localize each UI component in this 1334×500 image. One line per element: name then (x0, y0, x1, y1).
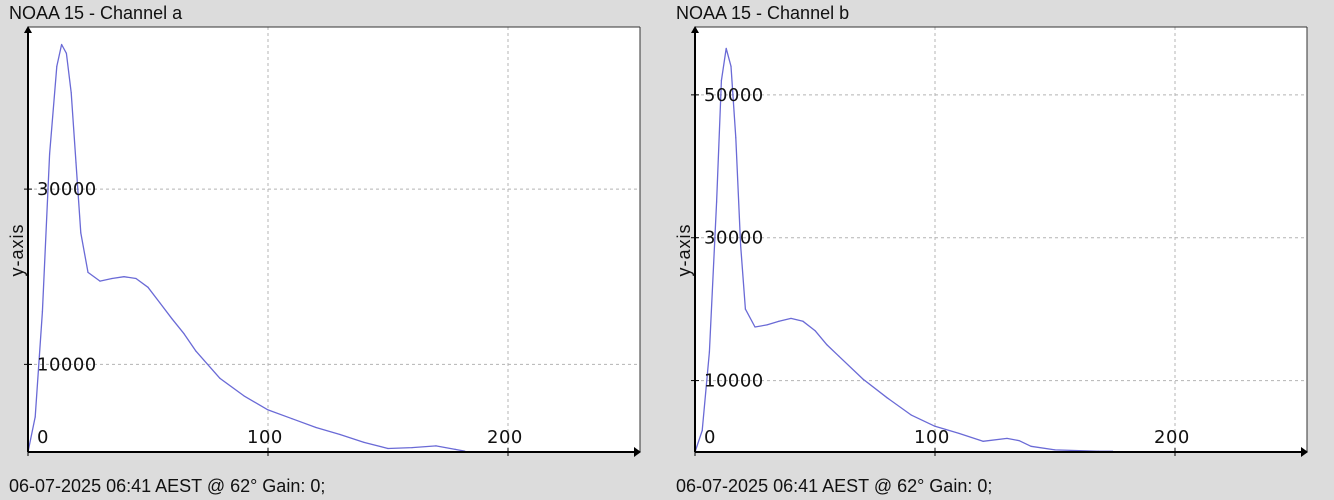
data-point (1078, 449, 1080, 452)
data-point (910, 414, 912, 416)
chart-plot-channel-b: 0 100 200 10000 30000 50000 y-axis (674, 26, 1308, 457)
data-point (744, 308, 746, 310)
data-point (716, 201, 718, 203)
data-point (315, 426, 317, 429)
plot-background (28, 27, 640, 452)
data-point (720, 79, 722, 82)
series-line (27, 43, 465, 453)
data-point (41, 311, 44, 313)
data-point (886, 397, 888, 399)
chart-panel-channel-a: NOAA 15 - Channel a 0 100 200 10000 30000 y-a… (0, 0, 660, 500)
x-tick-label: 200 (487, 427, 523, 448)
capture-info-footer: 06-07-2025 06:41 AEST @ 62° Gain: 0; (676, 476, 993, 496)
data-point (708, 351, 710, 353)
x-tick-label: 0 (37, 427, 49, 448)
data-point (363, 441, 365, 443)
data-point (814, 329, 816, 332)
data-point (730, 65, 732, 67)
x-tick-label: 100 (914, 427, 950, 448)
data-point (183, 333, 185, 335)
data-point (982, 440, 984, 442)
data-point (838, 355, 840, 357)
y-axis-label: y-axis (674, 223, 694, 276)
data-point (934, 425, 936, 427)
data-point (49, 153, 51, 155)
y-tick-label: 10000 (37, 354, 97, 375)
data-point (387, 447, 389, 450)
y-axis-arrow (24, 26, 32, 33)
data-point (862, 378, 864, 380)
y-tick-label: 30000 (704, 228, 764, 249)
data-point (790, 317, 792, 320)
data-point (740, 244, 742, 246)
data-point (802, 320, 804, 322)
capture-info-footer: 06-07-2025 06:41 AEST @ 62° Gain: 0; (9, 476, 326, 496)
data-point (61, 43, 63, 46)
data-point (826, 344, 828, 346)
data-point (70, 92, 72, 94)
y-tick-label: 30000 (37, 179, 97, 200)
data-point (65, 52, 67, 54)
data-point (267, 409, 269, 411)
data-point (56, 65, 58, 68)
data-point (766, 324, 768, 326)
data-point (725, 47, 727, 50)
x-axis-arrow (1301, 447, 1308, 457)
data-point (195, 350, 197, 352)
data-point (339, 433, 341, 436)
chart-plot-channel-a: 0 100 200 10000 30000 y-axis (7, 26, 641, 457)
y-tick-label: 50000 (704, 85, 764, 106)
x-axis-arrow (634, 447, 641, 457)
data-point (75, 162, 77, 164)
chart-title: NOAA 15 - Channel b (676, 3, 850, 23)
data-point (147, 286, 149, 288)
y-axis-arrow (691, 26, 699, 33)
data-point (135, 277, 137, 280)
data-point (411, 447, 413, 449)
x-tick-label: 100 (247, 427, 283, 448)
data-point (754, 326, 756, 328)
data-point (1054, 449, 1056, 451)
data-point (171, 318, 173, 320)
data-point (123, 276, 125, 278)
x-tick-label: 200 (1154, 427, 1190, 448)
data-point (87, 271, 89, 273)
data-point (435, 445, 437, 447)
data-point (1030, 445, 1032, 447)
y-tick-label: 10000 (704, 371, 764, 392)
data-point (454, 448, 456, 450)
data-point (219, 377, 221, 379)
chart-panel-channel-b: NOAA 15 - Channel b 0 100 200 10000 30000 500… (667, 0, 1327, 500)
y-axis-label: y-axis (7, 223, 27, 276)
data-point (778, 320, 780, 322)
chart-title: NOAA 15 - Channel a (9, 3, 183, 23)
data-point (34, 416, 36, 418)
data-point (80, 232, 82, 234)
data-point (111, 277, 113, 280)
data-point (701, 429, 703, 432)
plot-background (695, 27, 1307, 452)
data-point (958, 432, 960, 435)
data-point (735, 137, 737, 139)
data-point (1018, 439, 1020, 442)
x-tick-label: 0 (704, 427, 716, 448)
data-point (291, 418, 293, 420)
data-point (243, 395, 245, 397)
data-point (1006, 437, 1008, 440)
data-point (99, 280, 101, 282)
data-point (159, 302, 161, 304)
